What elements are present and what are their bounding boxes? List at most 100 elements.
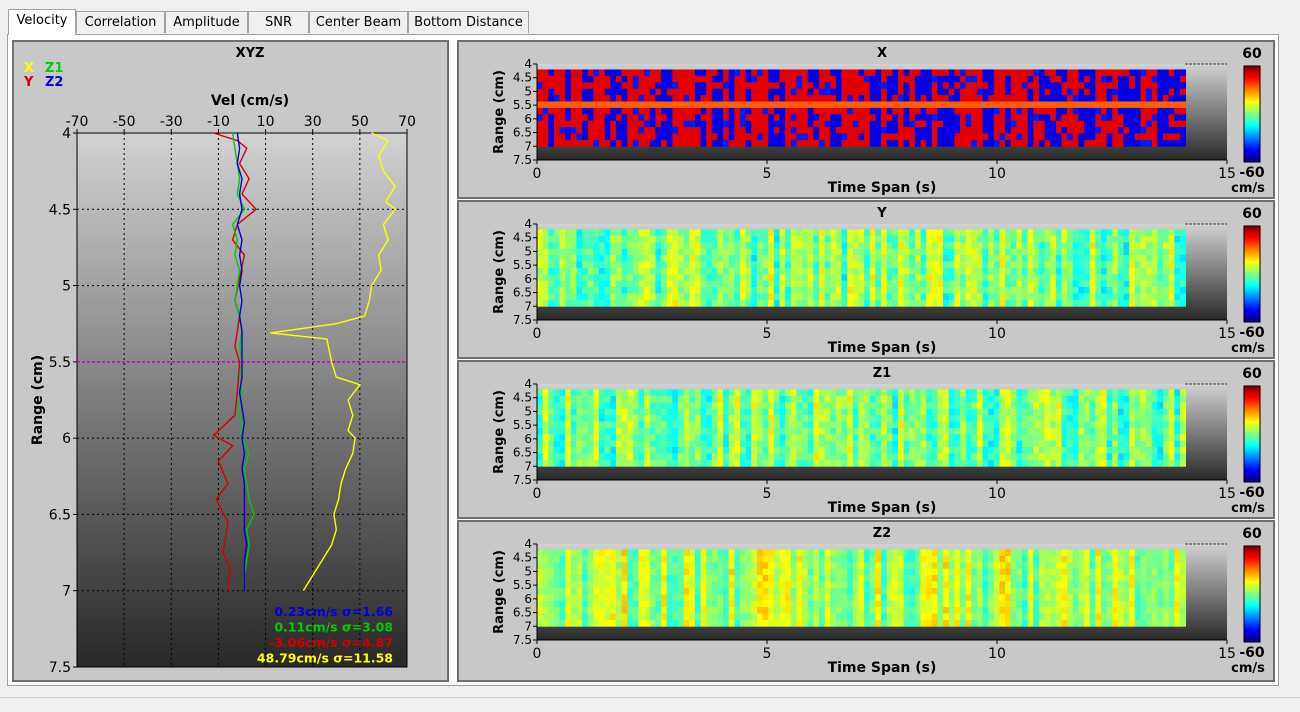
tab-bottom-distance[interactable]: Bottom Distance: [408, 11, 529, 33]
heatmap-cell: [824, 133, 831, 141]
heatmap-cell: [1010, 415, 1017, 422]
stats-label: 48.79cm/s σ=11.58: [257, 651, 393, 666]
heatmap-cell: [711, 133, 718, 141]
tab-velocity[interactable]: Velocity: [8, 9, 76, 35]
heatmap-cell: [779, 120, 786, 128]
heatmap-cell: [706, 274, 713, 282]
heatmap-cell: [1033, 133, 1040, 141]
tab-center-beam[interactable]: Center Beam: [309, 11, 408, 33]
heatmap-cell: [666, 421, 673, 429]
heatmap-cell: [886, 101, 893, 109]
heatmap-cell: [1146, 453, 1153, 461]
heatmap-cell: [858, 82, 865, 90]
heatmap-cell: [751, 434, 758, 442]
heatmap-cell: [931, 75, 938, 83]
heatmap-cell: [790, 395, 797, 403]
heatmap-cell: [537, 88, 544, 96]
heatmap-cell: [649, 619, 656, 627]
heatmap-cell: [565, 594, 572, 602]
heatmap-cell: [593, 581, 600, 589]
heatmap-cell: [1055, 133, 1062, 141]
heatmap-cell: [728, 261, 735, 269]
heatmap-cell: [1072, 274, 1079, 282]
heatmap-cell: [785, 459, 792, 467]
heatmap-cell: [830, 287, 837, 294]
heatmap-cell: [807, 120, 814, 128]
heatmap-cell: [565, 101, 572, 109]
heatmap-cell: [796, 280, 803, 288]
tab-snr[interactable]: SNR: [248, 11, 309, 33]
heatmap-cell: [892, 127, 899, 134]
heatmap-cell: [762, 114, 769, 122]
heatmap-cell: [1044, 280, 1051, 288]
heatmap-cell: [542, 261, 549, 269]
heatmap-cell: [807, 427, 814, 435]
heatmap-cell: [1174, 242, 1181, 250]
heatmap-cell: [672, 587, 679, 595]
heatmap-cell: [728, 453, 735, 461]
heatmap-cell: [948, 395, 955, 403]
heatmap-cell: [835, 75, 842, 83]
heatmap-cell: [1112, 133, 1119, 141]
heatmap-cell: [706, 248, 713, 256]
heatmap-cell: [881, 415, 888, 422]
tab-amplitude[interactable]: Amplitude: [165, 11, 248, 33]
heatmap-cell: [864, 459, 871, 467]
heatmap-cell: [1016, 427, 1023, 435]
heatmap-cell: [694, 568, 701, 576]
heatmap-cell: [773, 120, 780, 128]
heatmap-cell: [914, 242, 921, 250]
heatmap-cell: [570, 139, 577, 147]
heatmap-cell: [1050, 267, 1057, 275]
heatmap-cell: [830, 82, 837, 90]
heatmap-cell: [954, 274, 961, 282]
heatmap-cell: [723, 434, 730, 442]
heatmap-cell: [830, 261, 837, 269]
heatmap-cell: [751, 395, 758, 403]
heatmap-cell: [993, 133, 1000, 141]
heatmap-cell: [920, 235, 927, 243]
heatmap-cell: [1005, 139, 1012, 147]
heatmap-cell: [1022, 421, 1029, 429]
heatmap-cell: [576, 101, 583, 109]
heatmap-cell: [740, 389, 747, 397]
heatmap-cell: [897, 229, 904, 237]
heatmap-cell: [869, 299, 876, 307]
heatmap-cell: [802, 447, 809, 454]
heatmap-cell: [881, 447, 888, 454]
heatmap-cell: [965, 261, 972, 269]
heatmap-cell: [661, 75, 668, 83]
heatmap-cell: [649, 261, 656, 269]
profile-chart[interactable]: -70 -50 -30 -10 10 30 50 7044.555.566.577.5Vel …: [14, 42, 447, 680]
heatmap-cell: [1174, 248, 1181, 256]
heatmap-cell: [892, 69, 899, 77]
heatmap-cell: [1112, 82, 1119, 90]
heatmap-cell: [661, 261, 668, 269]
heatmap-cell: [920, 75, 927, 83]
heatmap-cell: [1140, 287, 1147, 294]
heatmap-cell: [1146, 389, 1153, 397]
heatmap-cell: [914, 274, 921, 282]
heatmap-cell: [1027, 248, 1034, 256]
heatmap-cell: [661, 139, 668, 147]
heatmap-cell: [1016, 82, 1023, 90]
heatmap-cell: [841, 127, 848, 134]
heatmap-cell: [689, 600, 696, 608]
heatmap-cell: [796, 575, 803, 582]
heatmap-cell: [678, 587, 685, 595]
heatmap-cell: [706, 434, 713, 442]
tab-correlation[interactable]: Correlation: [76, 11, 165, 33]
heatmap-cell: [559, 389, 566, 397]
heatmap-cell: [711, 101, 718, 109]
heatmap-cell: [565, 581, 572, 589]
heatmap-cell: [768, 248, 775, 256]
heatmap-cell: [615, 287, 622, 294]
heatmap-cell: [1134, 82, 1141, 90]
heatmap-cell: [672, 408, 679, 416]
heatmap-cell: [740, 555, 747, 563]
heatmap-cell: [655, 587, 662, 595]
heatmap-cell: [565, 549, 572, 557]
heatmap-cell: [881, 293, 888, 301]
heatmap-cell: [768, 581, 775, 589]
heatmap-cell: [768, 415, 775, 422]
